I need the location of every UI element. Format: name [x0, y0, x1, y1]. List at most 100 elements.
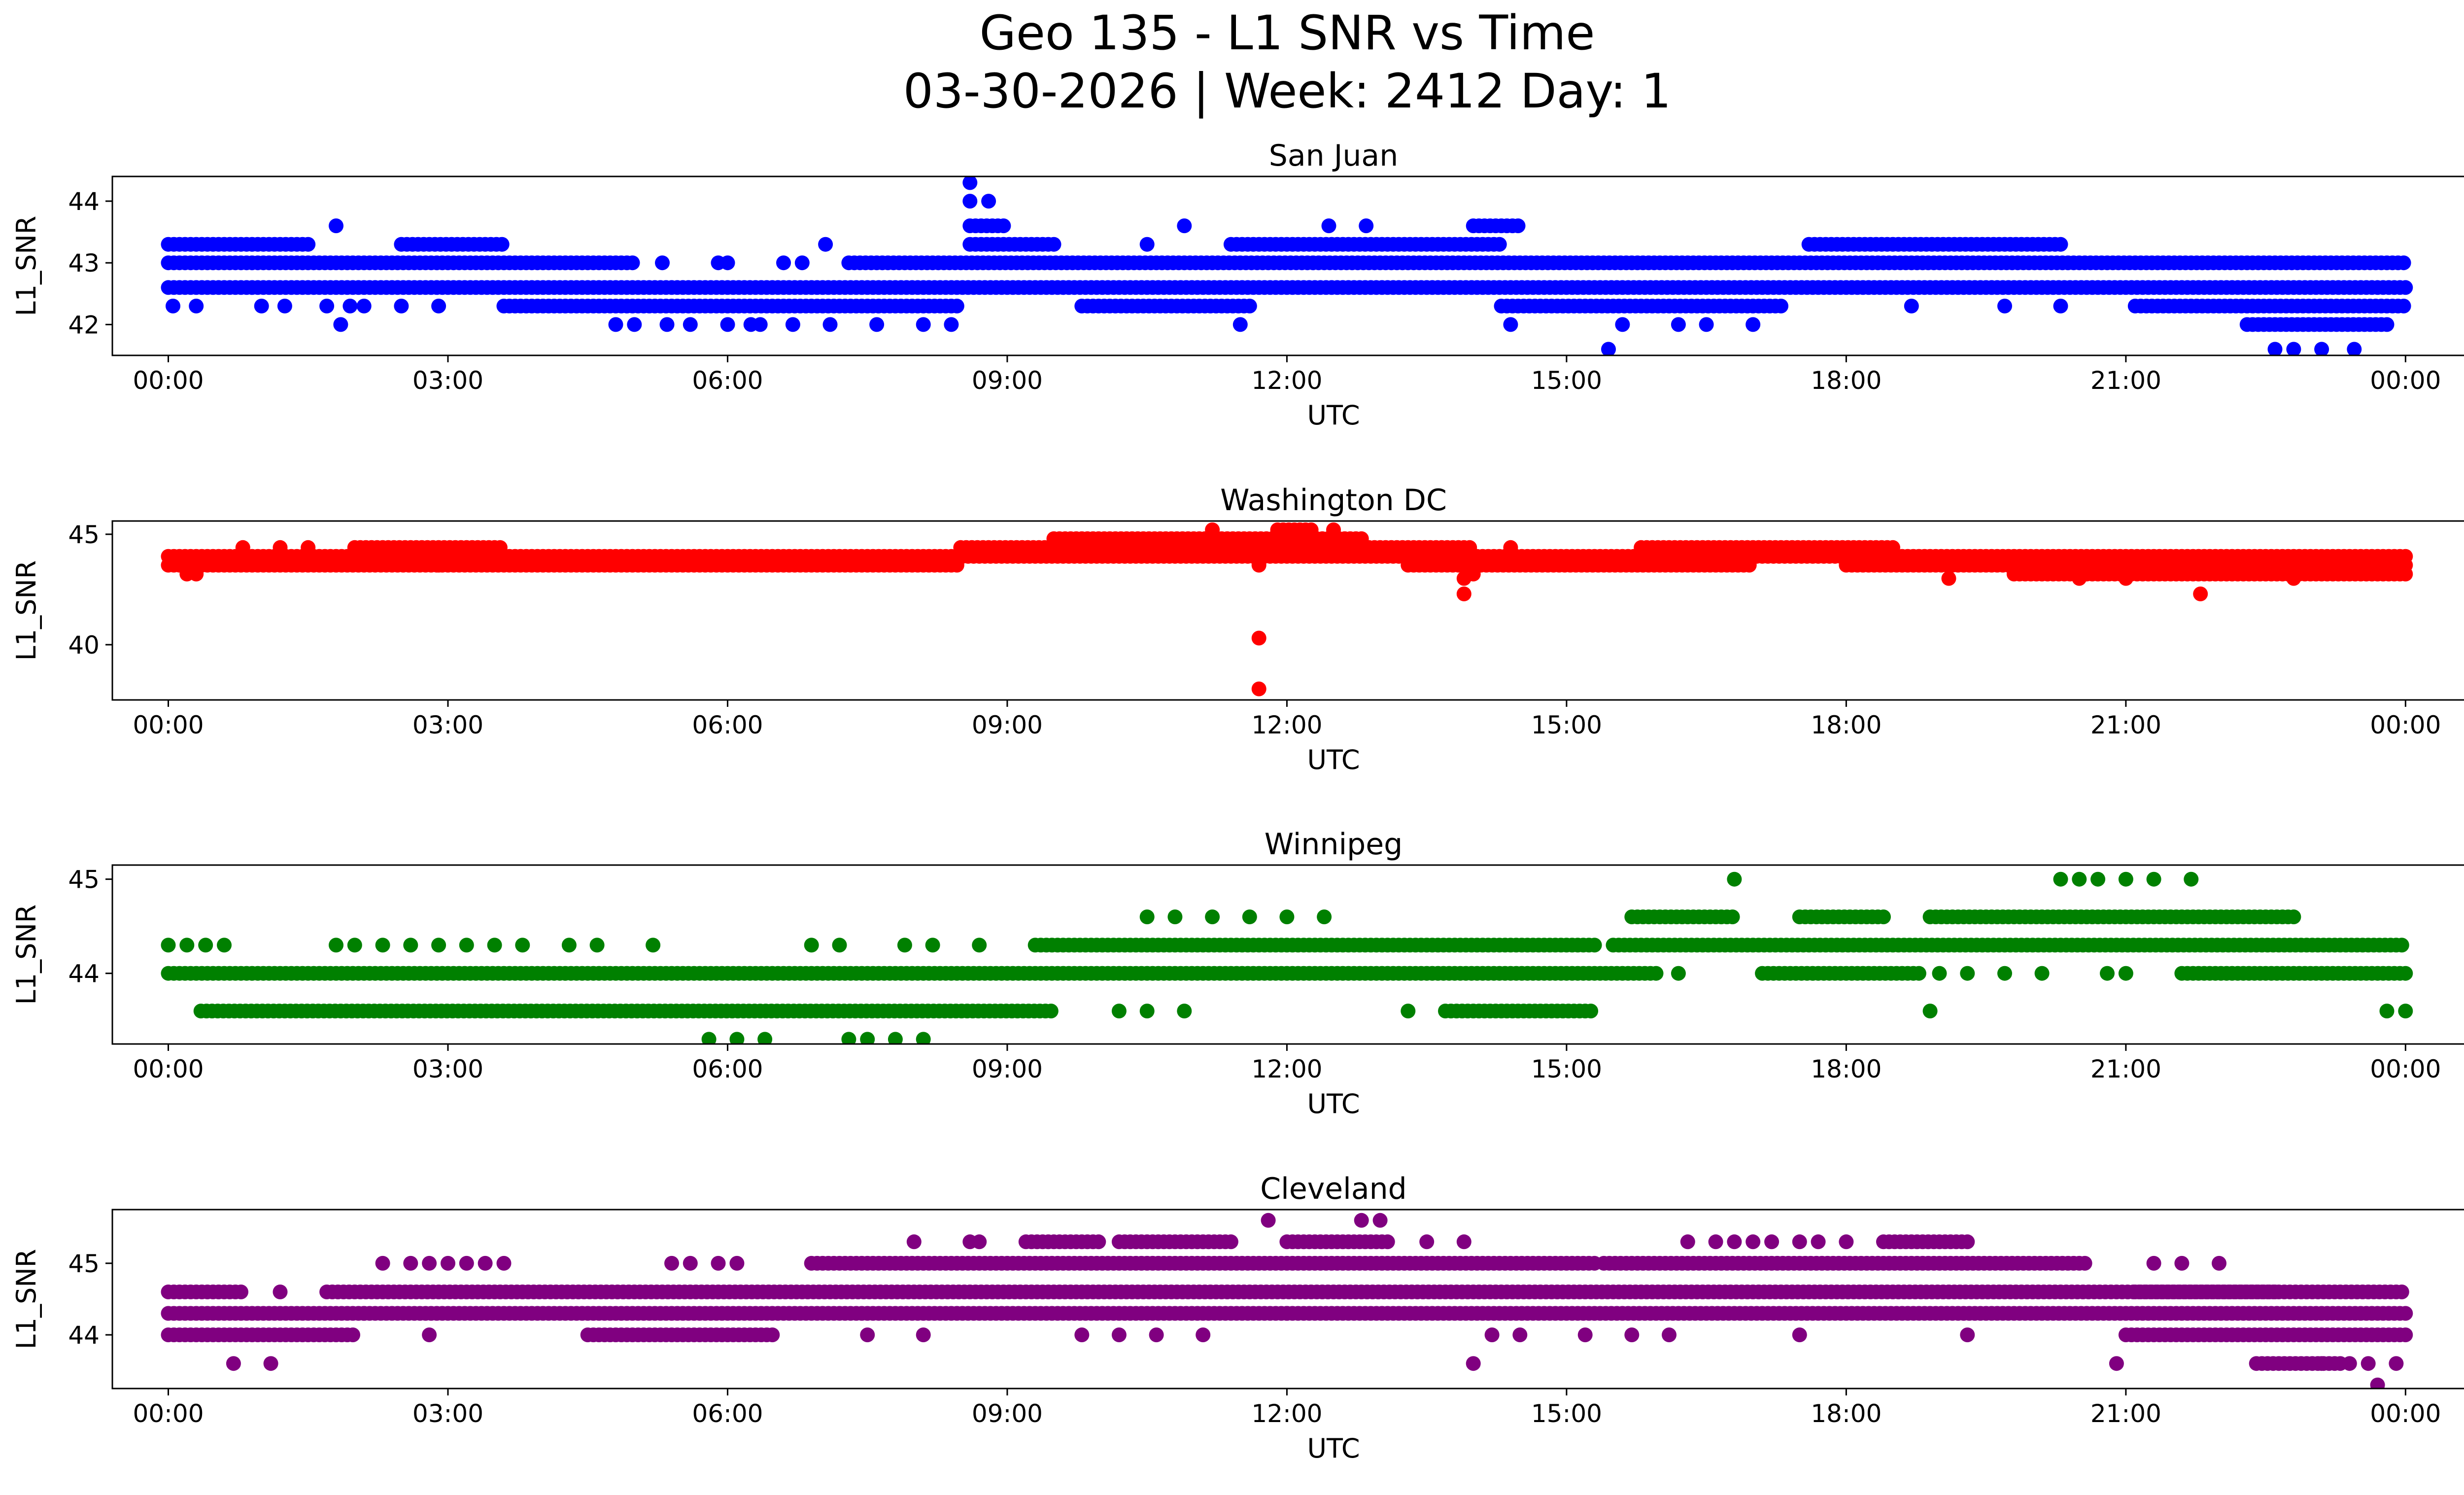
data-point: [459, 938, 474, 953]
data-point: [1876, 909, 1891, 925]
data-point: [1354, 531, 1369, 546]
data-point: [235, 540, 250, 555]
data-point: [2118, 571, 2133, 586]
x-tick-label: 21:00: [2090, 1055, 2161, 1083]
data-point: [2286, 342, 2301, 355]
y-tick-label: 44: [68, 1321, 100, 1350]
data-point: [785, 317, 800, 332]
data-point: [1401, 1004, 1416, 1019]
data-point: [1359, 218, 1374, 234]
data-point: [1727, 1234, 1742, 1250]
data-point: [356, 298, 372, 313]
data-point: [2053, 237, 2068, 252]
data-point: [345, 1327, 360, 1343]
data-point: [2118, 966, 2133, 981]
x-tick-label: 15:00: [1531, 1399, 1602, 1428]
data-point: [515, 938, 530, 953]
data-point: [2370, 1377, 2385, 1389]
data-point: [1774, 298, 1788, 313]
data-point: [664, 1255, 679, 1271]
subplot-title: Winnipeg: [1265, 827, 1403, 862]
data-point: [962, 176, 978, 190]
subplot-title: Cleveland: [1260, 1172, 1406, 1206]
data-point: [1456, 586, 1472, 601]
data-point: [832, 938, 847, 953]
y-tick-label: 42: [68, 311, 100, 339]
x-tick-label: 21:00: [2090, 711, 2161, 739]
data-point: [916, 1032, 931, 1044]
data-point: [2193, 586, 2208, 601]
data-point: [1699, 317, 1714, 332]
data-point: [1671, 966, 1686, 981]
x-axis-label: UTC: [1307, 400, 1360, 431]
x-tick-label: 06:00: [692, 1399, 763, 1428]
data-point: [254, 298, 269, 313]
data-point: [2146, 1255, 2161, 1271]
data-point: [2394, 938, 2409, 953]
data-point: [217, 938, 232, 953]
data-point: [2389, 1356, 2404, 1371]
data-point: [356, 1306, 372, 1321]
x-tick-label: 18:00: [1811, 1399, 1882, 1428]
data-point: [1764, 1234, 1780, 1250]
x-tick-label: 00:00: [2370, 711, 2441, 739]
x-tick-label: 00:00: [2370, 1055, 2441, 1083]
data-point: [2212, 1255, 2226, 1271]
data-point: [329, 938, 343, 953]
data-point: [2072, 571, 2087, 586]
data-point: [972, 938, 987, 953]
data-point: [2267, 342, 2283, 355]
data-point: [319, 298, 335, 313]
y-axis-label: L1_SNR: [11, 904, 42, 1005]
data-point: [1792, 1234, 1807, 1250]
scatter-series: [161, 176, 2413, 355]
scatter-series: [161, 1213, 2413, 1389]
data-point: [2118, 871, 2133, 887]
y-tick-label: 45: [68, 1250, 100, 1278]
data-point: [1046, 237, 1061, 252]
data-point: [2109, 1356, 2124, 1371]
data-point: [822, 317, 838, 332]
data-point: [2379, 317, 2395, 332]
x-tick-label: 00:00: [133, 711, 204, 739]
x-axis-label: UTC: [1307, 1088, 1360, 1119]
x-tick-label: 06:00: [692, 366, 763, 395]
data-point: [2314, 342, 2329, 355]
data-point: [944, 317, 959, 332]
data-point: [2034, 966, 2050, 981]
data-point: [1205, 909, 1220, 925]
data-point: [589, 938, 605, 953]
data-point: [1792, 1327, 1807, 1343]
x-tick-label: 21:00: [2090, 1399, 2161, 1428]
x-tick-label: 00:00: [2370, 366, 2441, 395]
data-point: [1261, 1213, 1276, 1228]
data-point: [860, 1327, 875, 1343]
subplot-title: Washington DC: [1220, 483, 1447, 518]
data-point: [1317, 909, 1332, 925]
figure-title-line1: Geo 135 - L1 SNR vs Time: [980, 5, 1595, 61]
data-point: [1510, 218, 1526, 234]
data-point: [1725, 909, 1740, 925]
y-axis-label: L1_SNR: [11, 1249, 42, 1350]
x-tick-label: 18:00: [1811, 1055, 1882, 1083]
data-point: [1745, 317, 1761, 332]
data-point: [1177, 1004, 1192, 1019]
data-point: [1922, 1004, 1938, 1019]
data-point: [2053, 871, 2068, 887]
data-point: [1223, 1234, 1238, 1250]
data-point: [403, 938, 418, 953]
y-axis-label: L1_SNR: [11, 560, 42, 661]
data-point: [403, 1255, 418, 1271]
data-point: [2379, 1004, 2395, 1019]
axes-frame: [111, 175, 2464, 356]
data-point: [2286, 909, 2301, 925]
data-point: [375, 1255, 390, 1271]
x-tick-label: 06:00: [692, 1055, 763, 1083]
data-point: [720, 255, 735, 271]
data-point: [1456, 1234, 1472, 1250]
data-point: [301, 540, 316, 555]
data-point: [981, 194, 996, 209]
data-point: [1745, 1234, 1761, 1250]
data-point: [1960, 966, 1975, 981]
